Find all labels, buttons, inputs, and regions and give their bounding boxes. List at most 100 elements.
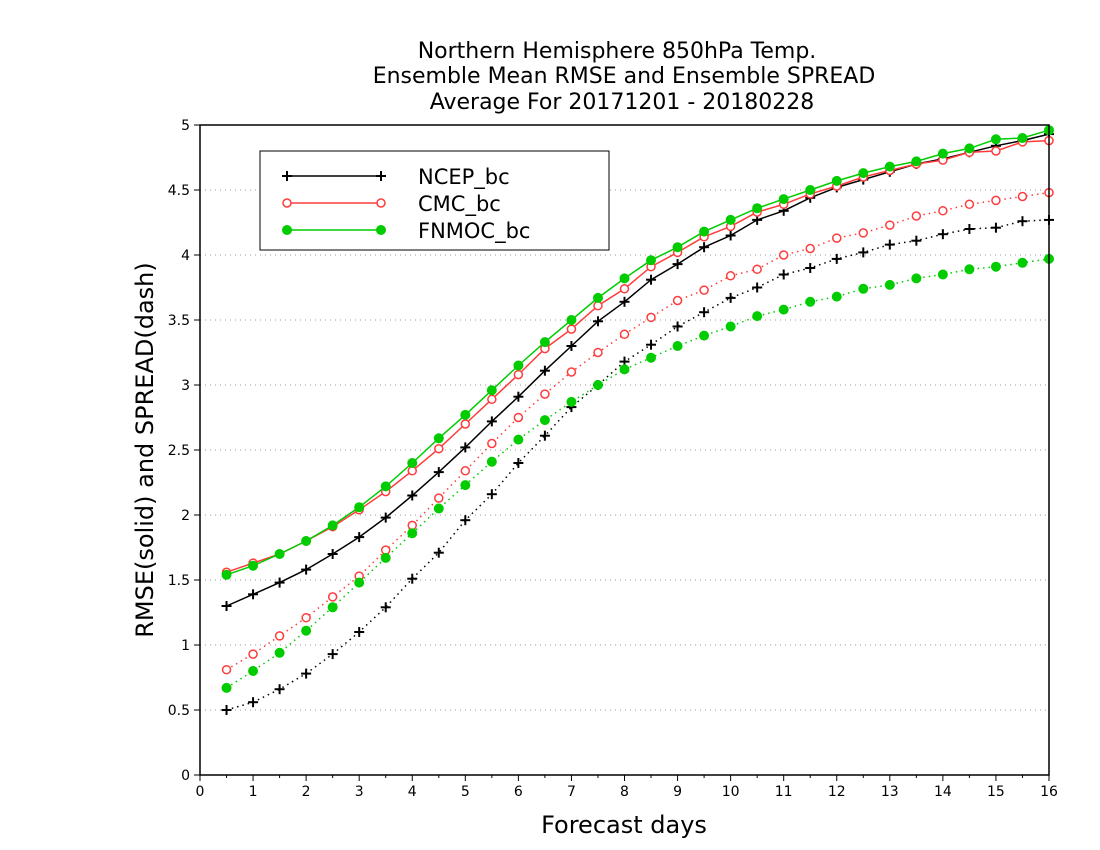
y-axis-ticks: 0 0.5 1 1.5 2 2.5 3 3.5 4 4.5 5 xyxy=(168,118,200,784)
data-point-ncep-bc-rmse xyxy=(539,365,550,376)
data-point-ncep-bc-spread xyxy=(858,247,869,258)
data-point-ncep-bc-spread xyxy=(937,229,948,240)
data-point-cmc-bc-spread xyxy=(672,295,683,306)
data-point-fnmoc-bc-spread xyxy=(354,577,365,588)
data-point-cmc-bc-rmse xyxy=(991,146,1001,156)
x-tick-label: 4 xyxy=(408,784,417,800)
data-point-fnmoc-bc-spread xyxy=(327,602,338,613)
data-point-ncep-bc-rmse xyxy=(407,490,418,501)
series-group xyxy=(221,125,1054,715)
data-point-fnmoc-bc-rmse xyxy=(805,185,816,195)
data-point-fnmoc-bc-rmse xyxy=(990,134,1001,145)
data-point-ncep-bc-rmse xyxy=(380,512,391,523)
data-point-ncep-bc-rmse xyxy=(433,467,444,478)
x-tick-label: 7 xyxy=(567,784,576,800)
data-point-ncep-bc-spread xyxy=(672,321,683,332)
y-tick-label: 4 xyxy=(181,248,190,264)
data-point-ncep-bc-rmse xyxy=(619,296,630,307)
data-point-cmc-bc-spread xyxy=(699,285,709,295)
data-point-cmc-bc-spread xyxy=(327,592,338,602)
x-tick-label: 14 xyxy=(934,784,952,800)
data-point-fnmoc-bc-rmse xyxy=(592,292,603,303)
data-point-fnmoc-bc-spread xyxy=(592,380,603,390)
data-point-fnmoc-bc-rmse xyxy=(513,360,524,371)
series-cmc-bc-spread xyxy=(221,187,1054,675)
data-point-fnmoc-bc-rmse xyxy=(221,569,232,580)
x-tick-label: 6 xyxy=(514,784,523,800)
data-point-fnmoc-bc-rmse xyxy=(699,226,710,237)
x-axis-ticks: 0 1 2 3 4 5 6 7 8 9 10 11 12 13 14 15 16 xyxy=(196,775,1058,800)
data-point-cmc-bc-spread xyxy=(858,228,869,238)
data-point-ncep-bc-spread xyxy=(884,239,895,250)
y-tick-label: 0.5 xyxy=(168,703,190,719)
data-point-fnmoc-bc-rmse xyxy=(672,242,683,253)
data-point-fnmoc-bc-rmse xyxy=(911,156,922,167)
data-point-ncep-bc-spread xyxy=(752,282,763,293)
data-point-fnmoc-bc-spread xyxy=(407,528,418,539)
data-point-ncep-bc-rmse xyxy=(592,316,603,327)
data-point-ncep-bc-spread xyxy=(274,684,285,695)
data-point-cmc-bc-spread xyxy=(593,347,603,358)
data-point-ncep-bc-spread xyxy=(221,705,232,715)
data-point-fnmoc-bc-spread xyxy=(805,296,816,307)
data-point-ncep-bc-rmse xyxy=(486,416,497,427)
data-point-cmc-bc-rmse xyxy=(513,369,524,380)
data-point-fnmoc-bc-rmse xyxy=(248,560,259,571)
x-tick-label: 3 xyxy=(355,784,364,800)
data-point-fnmoc-bc-rmse xyxy=(752,203,763,214)
data-point-cmc-bc-rmse xyxy=(487,394,497,405)
data-point-cmc-bc-spread xyxy=(513,412,524,423)
data-point-ncep-bc-rmse xyxy=(513,391,524,402)
data-point-cmc-bc-spread xyxy=(434,493,444,503)
data-point-cmc-bc-spread xyxy=(221,664,232,675)
data-point-ncep-bc-spread xyxy=(380,602,391,613)
data-point-fnmoc-bc-rmse xyxy=(778,194,789,205)
legend-marker xyxy=(282,198,292,208)
data-point-cmc-bc-spread xyxy=(274,631,285,641)
data-point-ncep-bc-spread xyxy=(778,269,789,280)
data-point-ncep-bc-spread xyxy=(964,224,975,234)
series-ncep-bc-spread xyxy=(221,214,1054,715)
data-point-fnmoc-bc-rmse xyxy=(646,255,657,266)
data-point-cmc-bc-spread xyxy=(460,466,471,476)
series-line-ncep-bc-spread xyxy=(226,219,1050,711)
data-point-ncep-bc-spread xyxy=(301,668,312,679)
data-point-ncep-bc-spread xyxy=(699,307,710,318)
data-point-cmc-bc-spread xyxy=(540,389,550,399)
data-point-fnmoc-bc-spread xyxy=(699,330,710,341)
data-point-fnmoc-bc-spread xyxy=(911,273,922,284)
data-point-ncep-bc-rmse xyxy=(725,230,736,241)
data-point-fnmoc-bc-rmse xyxy=(964,143,975,154)
data-point-cmc-bc-rmse xyxy=(460,419,471,429)
data-point-cmc-bc-rmse xyxy=(619,284,630,294)
data-point-fnmoc-bc-rmse xyxy=(725,214,736,225)
data-point-fnmoc-bc-rmse xyxy=(460,409,471,420)
data-point-cmc-bc-spread xyxy=(805,243,815,254)
data-point-fnmoc-bc-spread xyxy=(858,283,869,294)
data-point-ncep-bc-spread xyxy=(486,489,497,500)
x-tick-label: 16 xyxy=(1040,784,1058,800)
data-point-ncep-bc-rmse xyxy=(672,259,683,270)
data-point-fnmoc-bc-spread xyxy=(274,647,285,658)
x-tick-label: 9 xyxy=(673,784,682,800)
x-tick-label: 15 xyxy=(987,784,1005,800)
data-point-fnmoc-bc-rmse xyxy=(380,481,391,492)
data-point-fnmoc-bc-rmse xyxy=(619,273,630,284)
data-point-fnmoc-bc-spread xyxy=(646,352,657,363)
data-point-ncep-bc-spread xyxy=(1017,216,1028,227)
data-point-fnmoc-bc-spread xyxy=(831,291,842,302)
data-point-fnmoc-bc-spread xyxy=(964,264,975,275)
series-line-cmc-bc-spread xyxy=(226,191,1050,671)
data-point-cmc-bc-spread xyxy=(991,195,1001,206)
data-point-ncep-bc-rmse xyxy=(248,589,259,600)
data-point-cmc-bc-spread xyxy=(646,312,656,323)
data-point-fnmoc-bc-rmse xyxy=(539,337,550,348)
data-point-cmc-bc-spread xyxy=(566,367,577,377)
legend-item-ncep-bc: NCEP_bc xyxy=(282,165,510,190)
data-point-fnmoc-bc-rmse xyxy=(1017,133,1028,143)
data-point-cmc-bc-spread xyxy=(301,612,311,623)
data-point-fnmoc-bc-rmse xyxy=(566,315,577,325)
data-point-cmc-bc-spread xyxy=(248,649,258,659)
data-point-ncep-bc-spread xyxy=(805,263,816,273)
